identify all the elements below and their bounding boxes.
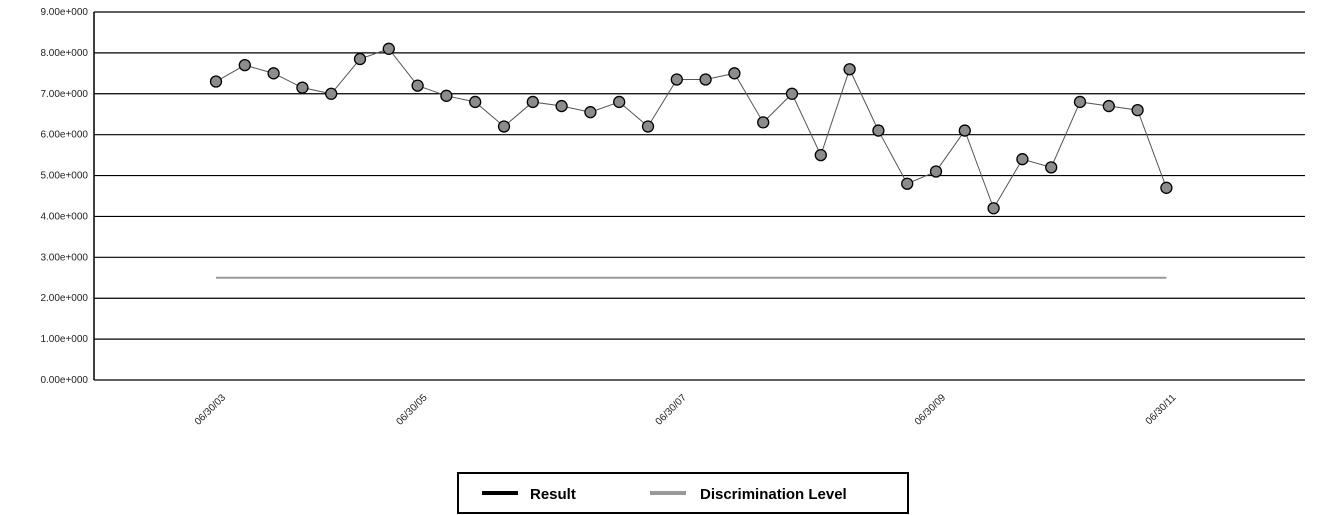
y-tick-label: 7.00e+000 xyxy=(40,89,88,100)
data-point-result xyxy=(987,202,1000,215)
data-point-result xyxy=(1045,161,1058,174)
data-point-result xyxy=(1102,99,1115,113)
x-tick-label: 06/30/11 xyxy=(1144,392,1179,427)
data-point-result xyxy=(440,89,453,102)
data-point-result xyxy=(267,67,280,80)
y-tick-label: 1.00e+000 xyxy=(40,334,88,345)
data-point-result xyxy=(1073,95,1087,109)
data-point-result xyxy=(411,79,424,92)
data-point-result xyxy=(872,124,885,137)
x-tick-label: 06/30/07 xyxy=(654,392,690,428)
y-axis-ticks: 0.00e+000 1.00e+000 2.00e+000 3.00e+000 4.00… xyxy=(40,7,88,386)
data-point-result xyxy=(555,99,568,113)
x-tick-label: 06/30/05 xyxy=(394,392,430,428)
data-point-result xyxy=(469,95,482,109)
legend: Result Discrimination Level xyxy=(457,472,909,514)
y-tick-label: 2.00e+000 xyxy=(40,293,88,304)
data-point-result xyxy=(1016,153,1029,166)
data-point-result xyxy=(814,148,827,162)
data-point-result xyxy=(843,63,856,76)
data-point-result xyxy=(209,75,223,88)
data-point-result xyxy=(757,116,770,129)
y-tick-label: 9.00e+000 xyxy=(40,7,88,18)
y-tick-label: 8.00e+000 xyxy=(40,48,88,59)
data-point-result xyxy=(584,106,597,119)
y-tick-label: 5.00e+000 xyxy=(40,171,88,182)
data-point-result xyxy=(958,124,971,137)
data-point-result xyxy=(641,120,655,133)
data-point-result xyxy=(728,67,741,80)
data-point-result xyxy=(238,59,251,72)
data-point-result xyxy=(785,87,799,100)
x-tick-label: 06/30/03 xyxy=(193,392,229,428)
data-point-result xyxy=(325,87,338,100)
data-point-result xyxy=(296,81,309,94)
data-point-result xyxy=(353,52,367,66)
y-tick-label: 3.00e+000 xyxy=(40,252,88,263)
data-point-result xyxy=(613,95,626,109)
data-point-result xyxy=(526,95,539,109)
gridlines xyxy=(94,11,1305,381)
data-point-result xyxy=(699,73,712,86)
data-point-result xyxy=(1160,181,1173,194)
legend-swatch-discrimination-level xyxy=(650,491,686,495)
series xyxy=(209,42,1173,279)
series-line-result xyxy=(215,48,1167,210)
data-point-result xyxy=(901,177,914,190)
data-point-result xyxy=(929,165,943,178)
data-point-result xyxy=(382,42,395,55)
y-tick-label: 4.00e+000 xyxy=(40,211,88,222)
data-point-result xyxy=(1131,103,1144,117)
y-tick-label: 6.00e+000 xyxy=(40,130,88,141)
legend-swatch-result xyxy=(482,491,518,495)
data-point-result xyxy=(497,120,511,133)
x-axis-ticks: 06/30/03 06/30/05 06/30/07 06/30/09 06/30/11 xyxy=(193,392,1179,428)
y-tick-label: 0.00e+000 xyxy=(40,375,88,386)
x-tick-label: 06/30/09 xyxy=(913,392,949,428)
legend-label-result: Result xyxy=(530,486,576,503)
legend-label-discrimination-level: Discrimination Level xyxy=(700,486,847,503)
data-point-result xyxy=(670,73,683,86)
